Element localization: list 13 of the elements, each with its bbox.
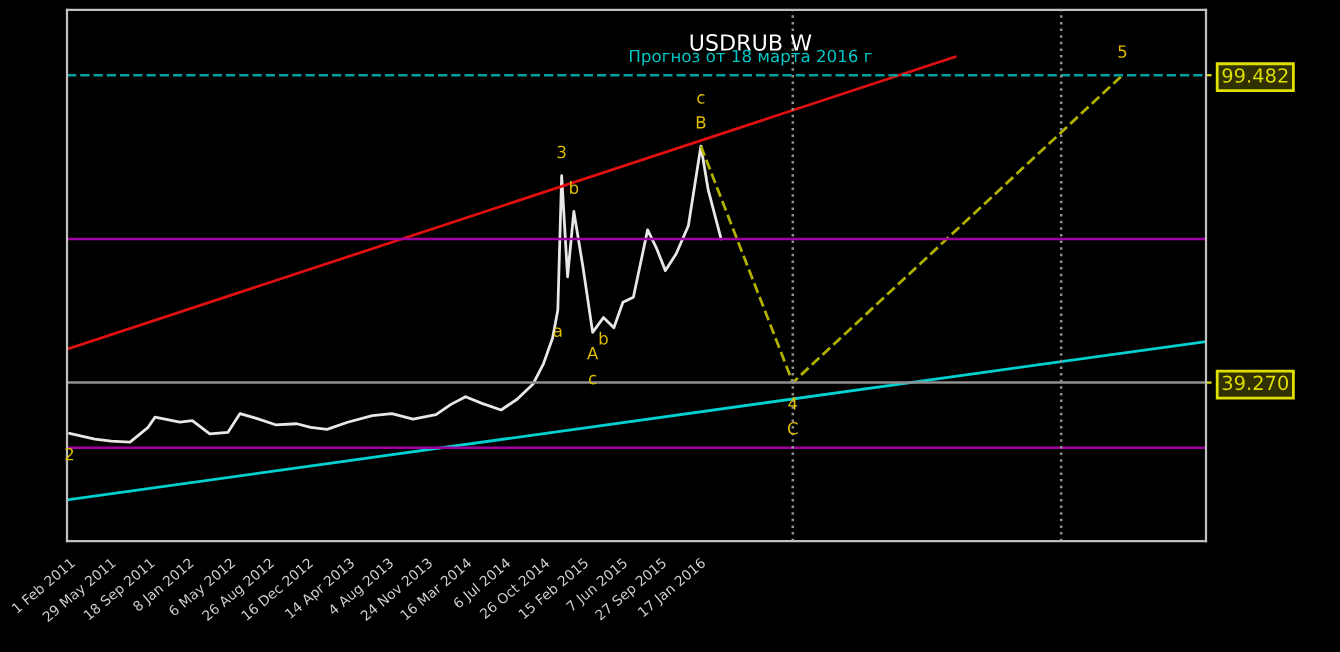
annotation: B (696, 116, 706, 129)
y-tick-label: 39.270 (1222, 375, 1289, 391)
text: Прогноз от 18 марта 2016 г (629, 49, 872, 66)
annotation: b (599, 331, 608, 345)
annotation: A (587, 347, 599, 360)
annotation: 3 (557, 145, 566, 159)
line-series (68, 144, 723, 444)
annotation: b (570, 181, 579, 195)
text: USDRUB W (690, 34, 812, 51)
y-tick-label: 99.482 (1222, 68, 1288, 83)
annotation: C (787, 422, 798, 435)
annotation: 5 (1118, 45, 1127, 58)
annotation: c (697, 94, 705, 104)
